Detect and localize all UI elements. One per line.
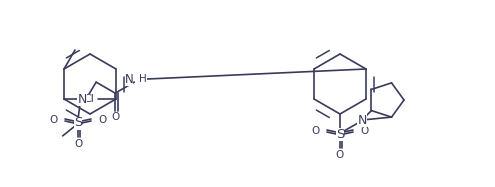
Text: O: O — [312, 126, 320, 136]
Text: S: S — [74, 117, 82, 130]
Text: N: N — [77, 93, 87, 105]
Text: S: S — [336, 128, 344, 140]
Text: H: H — [139, 74, 147, 84]
Text: O: O — [336, 150, 344, 160]
Text: Cl: Cl — [83, 94, 94, 104]
Text: N: N — [125, 73, 133, 86]
Text: N: N — [357, 114, 367, 126]
Text: O: O — [98, 115, 106, 125]
Text: O: O — [111, 112, 119, 122]
Text: O: O — [50, 115, 58, 125]
Text: O: O — [74, 139, 82, 149]
Text: O: O — [360, 126, 368, 136]
